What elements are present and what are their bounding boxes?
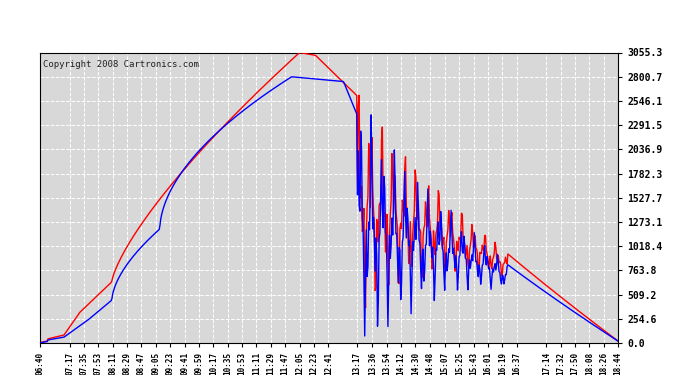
Text: Total PV Panel Power (red)/Inverter Power Output (blue) (watts) Tue Sep 23 18:44: Total PV Panel Power (red)/Inverter Powe… [60,22,630,35]
Text: Copyright 2008 Cartronics.com: Copyright 2008 Cartronics.com [43,60,199,69]
